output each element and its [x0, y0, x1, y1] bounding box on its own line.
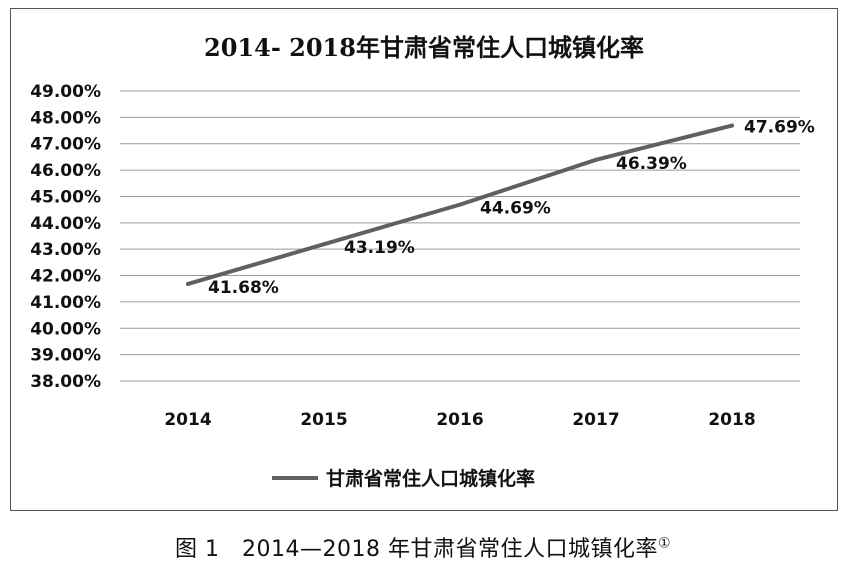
chart-title: 2014- 2018年甘肃省常住人口城镇化率 — [204, 33, 644, 62]
y-tick-label: 40.00% — [30, 319, 101, 339]
y-tick-label: 42.00% — [30, 267, 101, 287]
x-tick-label: 2015 — [300, 410, 347, 430]
data-point — [186, 281, 190, 286]
y-tick-label: 39.00% — [30, 346, 101, 366]
data-point — [594, 157, 598, 162]
y-tick-label: 46.00% — [30, 161, 101, 181]
legend-label: 甘肃省常住人口城镇化率 — [326, 467, 535, 490]
x-tick-label: 2018 — [708, 410, 755, 430]
y-tick-label: 48.00% — [30, 108, 101, 128]
data-label: 43.19% — [344, 238, 415, 258]
x-tick-label: 2014 — [164, 410, 211, 430]
x-tick-label: 2016 — [436, 410, 483, 430]
chart-frame — [10, 8, 838, 511]
y-tick-label: 41.00% — [30, 293, 101, 313]
data-point — [458, 202, 462, 207]
x-tick-label: 2017 — [572, 410, 619, 430]
data-label: 41.68% — [208, 278, 279, 298]
figure-caption: 图 1 2014—2018 年甘肃省常住人口城镇化率① — [0, 531, 846, 563]
caption-text: 图 1 2014—2018 年甘肃省常住人口城镇化率 — [174, 537, 658, 562]
y-tick-label: 45.00% — [30, 187, 101, 207]
data-label: 44.69% — [480, 199, 551, 219]
y-tick-label: 49.00% — [30, 82, 101, 102]
data-point — [322, 242, 326, 247]
y-tick-label: 43.00% — [30, 240, 101, 260]
data-point — [730, 123, 734, 128]
y-tick-label: 44.00% — [30, 214, 101, 234]
data-label: 47.69% — [744, 118, 815, 138]
y-tick-label: 38.00% — [30, 372, 101, 392]
caption-note-mark: ① — [657, 535, 672, 552]
data-label: 46.39% — [616, 154, 687, 174]
line-chart: 38.00% 39.00% 40.00% 41.00% 42.00% 43.00% 44.0… — [30, 82, 815, 490]
y-tick-label: 47.00% — [30, 135, 101, 155]
